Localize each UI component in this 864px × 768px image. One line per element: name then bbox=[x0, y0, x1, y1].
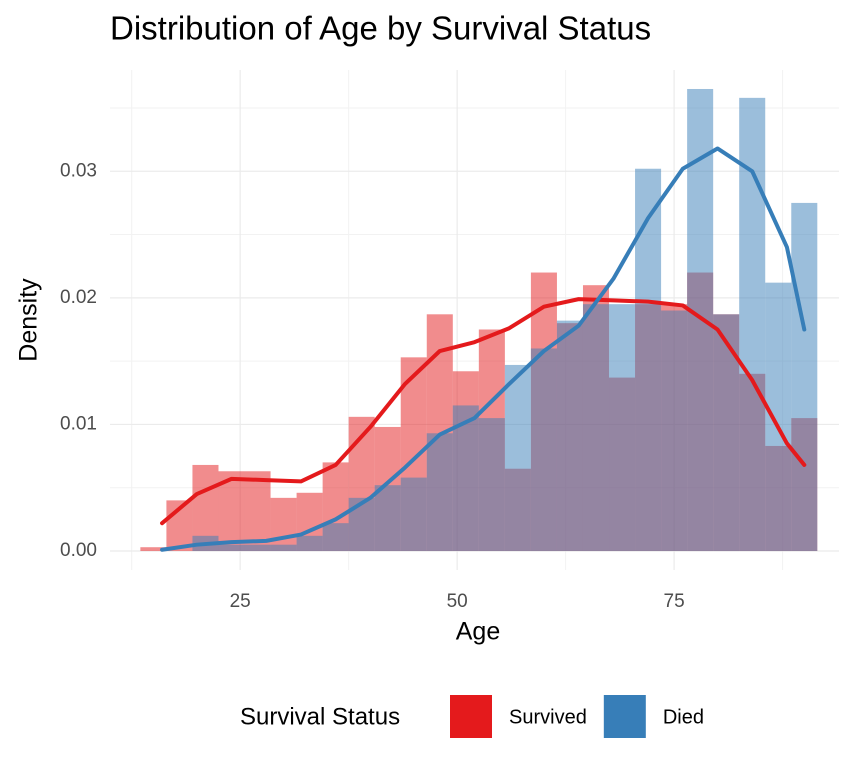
chart-title: Distribution of Age by Survival Status bbox=[110, 10, 651, 47]
legend-key bbox=[603, 695, 646, 738]
histogram-bar bbox=[426, 433, 453, 552]
density-line bbox=[160, 146, 807, 552]
y-tick-label: 0.03 bbox=[60, 160, 97, 181]
histogram-bar bbox=[452, 405, 479, 552]
histogram-bar bbox=[791, 202, 818, 552]
legend-label: Died bbox=[663, 706, 704, 728]
histogram-bar bbox=[609, 304, 636, 552]
histogram-bar bbox=[244, 471, 271, 552]
histogram-bar bbox=[400, 477, 427, 552]
x-tick-label: 50 bbox=[447, 591, 468, 612]
histogram-bar bbox=[582, 304, 610, 552]
histogram-bar bbox=[374, 485, 401, 552]
histogram-bar bbox=[530, 348, 557, 552]
histogram-bar bbox=[348, 497, 375, 552]
histogram-bar bbox=[270, 544, 297, 552]
y-tick-label: 0.02 bbox=[60, 287, 97, 308]
x-tick-label: 25 bbox=[230, 591, 251, 612]
density-line bbox=[160, 297, 807, 526]
histogram-bar bbox=[687, 88, 714, 552]
histogram-bar bbox=[478, 418, 505, 552]
legend-label: Survived bbox=[509, 706, 587, 728]
y-tick-label: 0.01 bbox=[60, 413, 97, 434]
histogram-bar bbox=[322, 523, 349, 552]
x-axis-label: Age bbox=[456, 618, 500, 646]
legend-title: Survival Status bbox=[240, 703, 400, 730]
histogram-bar bbox=[556, 320, 583, 552]
histogram-bar bbox=[635, 168, 662, 552]
histogram-bar bbox=[661, 310, 688, 552]
legend-key bbox=[450, 695, 492, 738]
y-axis-label: Density bbox=[15, 278, 43, 362]
histogram-bar bbox=[296, 535, 323, 552]
x-tick-label: 75 bbox=[664, 591, 685, 612]
histogram-bar bbox=[713, 314, 740, 552]
y-tick-label: 0.00 bbox=[60, 540, 97, 561]
histogram-bar bbox=[504, 364, 531, 552]
histogram-bar bbox=[270, 497, 297, 552]
histogram-bar bbox=[140, 547, 167, 552]
histogram-bar bbox=[218, 544, 245, 552]
histogram-bar bbox=[244, 544, 271, 552]
histogram-bar bbox=[765, 282, 792, 552]
